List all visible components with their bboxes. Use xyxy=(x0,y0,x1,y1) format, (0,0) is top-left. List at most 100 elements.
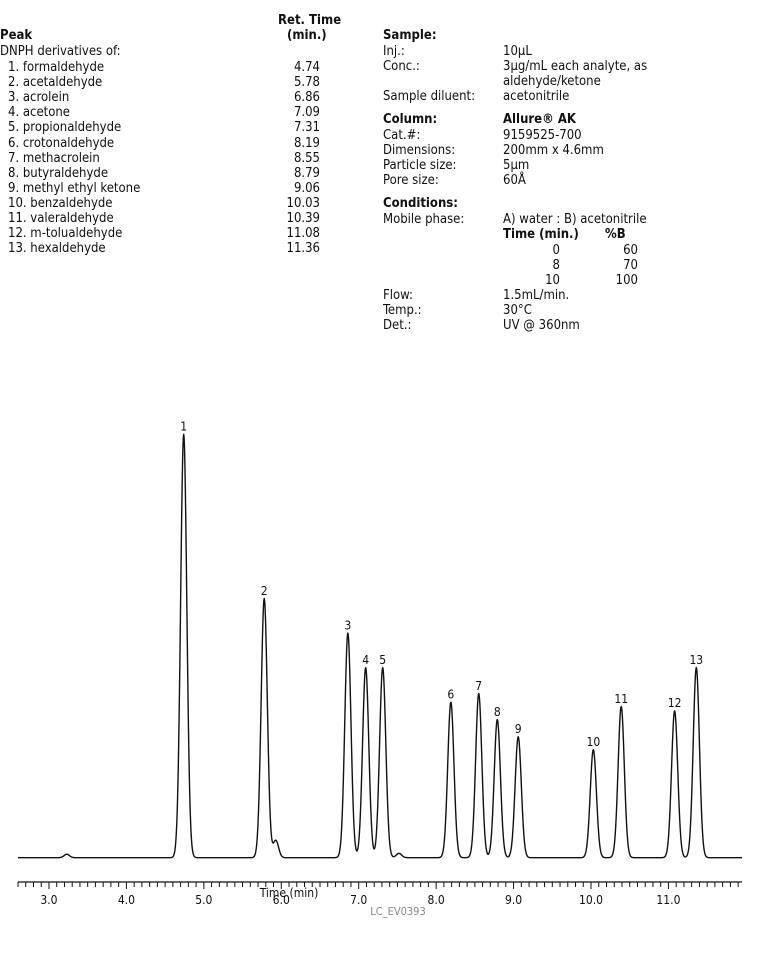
peak-number-label: 12 xyxy=(668,696,682,710)
peak-retention-time: 9.06 xyxy=(293,180,320,196)
peak-name: 8. butyraldehyde xyxy=(8,165,109,181)
x-tick-label: 8.0 xyxy=(428,893,445,907)
flow-value: 1.5mL/min. xyxy=(503,288,570,303)
peak-number-label: 5 xyxy=(379,653,386,667)
x-tick-label: 6.0 xyxy=(273,893,290,907)
cat-label: Cat.#: xyxy=(383,128,421,143)
x-axis-label: Time (min) xyxy=(259,886,319,900)
peak-number-label: 3 xyxy=(344,618,351,632)
mobile-phase-value: A) water : B) acetonitrile xyxy=(503,212,647,227)
peak-retention-time: 11.08 xyxy=(286,226,320,242)
peak-name: 1. formaldehyde xyxy=(8,60,105,75)
peak-row: 8. butyraldehyde 8.79 xyxy=(0,166,320,181)
peak-table-subheader: DNPH derivatives of: xyxy=(0,44,121,59)
peak-name: 13. hexaldehyde xyxy=(8,241,106,257)
dimensions-label: Dimensions: xyxy=(383,143,456,158)
conc-value-line1: 3μg/mL each analyte, as xyxy=(503,59,648,74)
peak-row: 13. hexaldehyde 11.36 xyxy=(0,241,320,256)
dimensions-value: 200mm x 4.6mm xyxy=(503,143,604,158)
peak-name: 3. acrolein xyxy=(8,90,70,106)
peak-retention-time: 8.79 xyxy=(293,165,320,181)
peak-name: 6. crotonaldehyde xyxy=(8,135,115,151)
gradient-time: 0 xyxy=(552,243,560,258)
peak-number-label: 11 xyxy=(614,692,628,706)
x-tick-label: 11.0 xyxy=(656,893,680,907)
sample-heading: Sample: xyxy=(383,28,437,43)
flow-label: Flow: xyxy=(383,288,413,303)
peak-name: 12. m-tolualdehyde xyxy=(8,226,123,242)
peak-number-label: 2 xyxy=(261,584,268,598)
peak-number-label: 8 xyxy=(494,705,501,719)
particle-size-value: 5μm xyxy=(503,158,530,173)
peak-name: 9. methyl ethyl ketone xyxy=(8,180,141,196)
x-axis-ticks xyxy=(17,882,739,889)
x-axis-tick-labels: 3.0 4.0 5.0 6.0 7.0 8.0 9.0 10.0 11.0 xyxy=(40,893,680,907)
peak-retention-time: 5.78 xyxy=(293,75,320,91)
x-tick-label: 5.0 xyxy=(195,893,212,907)
peak-name: 4. acetone xyxy=(8,105,71,121)
peak-row: 1. formaldehyde 4.74 xyxy=(0,60,320,75)
gradient-percent-b: 70 xyxy=(623,258,638,273)
peak-retention-time: 11.36 xyxy=(286,241,320,257)
peak-number-label: 9 xyxy=(515,722,522,736)
peak-name: 5. propionaldehyde xyxy=(8,120,122,136)
x-tick-label: 10.0 xyxy=(579,893,603,907)
peak-retention-time: 10.03 xyxy=(286,195,320,211)
mobile-phase-label: Mobile phase: xyxy=(383,212,465,227)
conc-label: Conc.: xyxy=(383,59,420,74)
peak-name: 10. benzaldehyde xyxy=(8,195,113,211)
peak-row: 3. acrolein 6.86 xyxy=(0,90,320,105)
pore-size-label: Pore size: xyxy=(383,173,439,188)
peak-number-label: 7 xyxy=(475,679,482,693)
peak-number-label: 1 xyxy=(180,420,187,434)
peak-number-label: 10 xyxy=(586,735,600,749)
column-name: Allure® AK xyxy=(503,112,576,127)
figure-id: LC_EV0393 xyxy=(370,905,426,918)
pore-size-value: 60Å xyxy=(503,173,526,188)
peak-number-label: 4 xyxy=(362,653,369,667)
peak-number-label: 6 xyxy=(447,687,454,701)
ret-time-header: Ret. Time xyxy=(278,13,342,28)
peak-name: 2. acetaldehyde xyxy=(8,75,103,91)
peak-retention-time: 8.55 xyxy=(293,150,320,166)
peak-row: 4. acetone 7.09 xyxy=(0,105,320,120)
ret-time-unit-header: (min.) xyxy=(287,28,327,43)
conc-value-line2: aldehyde/ketone xyxy=(503,74,601,89)
peak-retention-time: 4.74 xyxy=(293,60,320,75)
peak-retention-time: 6.86 xyxy=(293,90,320,106)
peak-retention-time: 7.31 xyxy=(293,120,320,136)
chromatogram-trace xyxy=(17,433,743,859)
column-heading: Column: xyxy=(383,112,438,127)
x-tick-label: 9.0 xyxy=(505,893,522,907)
gradient-time: 8 xyxy=(552,258,560,273)
peak-row: 5. propionaldehyde 7.31 xyxy=(0,120,320,135)
peak-header: Peak xyxy=(0,28,33,43)
peak-retention-time: 10.39 xyxy=(286,211,320,226)
inj-label: Inj.: xyxy=(383,44,405,59)
peak-row: 11. valeraldehyde 10.39 xyxy=(0,211,320,226)
gradient-b-header: %B xyxy=(605,227,626,242)
x-tick-label: 3.0 xyxy=(40,893,57,907)
peak-row: 10. benzaldehyde 10.03 xyxy=(0,196,320,211)
x-tick-label: 7.0 xyxy=(350,893,367,907)
diluent-label: Sample diluent: xyxy=(383,89,476,104)
peak-row: 9. methyl ethyl ketone 9.06 xyxy=(0,181,320,196)
diluent-value: acetonitrile xyxy=(503,89,570,104)
temp-label: Temp.: xyxy=(383,303,422,318)
conditions-heading: Conditions: xyxy=(383,196,458,211)
inj-value: 10μL xyxy=(503,44,532,59)
cat-value: 9159525-700 xyxy=(503,128,582,143)
gradient-time: 10 xyxy=(545,273,560,288)
gradient-time-header: Time (min.) xyxy=(503,227,579,242)
gradient-percent-b: 60 xyxy=(623,243,638,258)
peak-name: 7. methacrolein xyxy=(8,150,100,166)
particle-size-label: Particle size: xyxy=(383,158,457,173)
peak-retention-time: 8.19 xyxy=(293,135,320,151)
detector-value: UV @ 360nm xyxy=(503,318,580,333)
peak-row: 12. m-tolualdehyde 11.08 xyxy=(0,226,320,241)
peak-row: 6. crotonaldehyde 8.19 xyxy=(0,136,320,151)
peak-row: 2. acetaldehyde 5.78 xyxy=(0,75,320,90)
peak-row: 7. methacrolein 8.55 xyxy=(0,151,320,166)
detector-label: Det.: xyxy=(383,318,412,333)
